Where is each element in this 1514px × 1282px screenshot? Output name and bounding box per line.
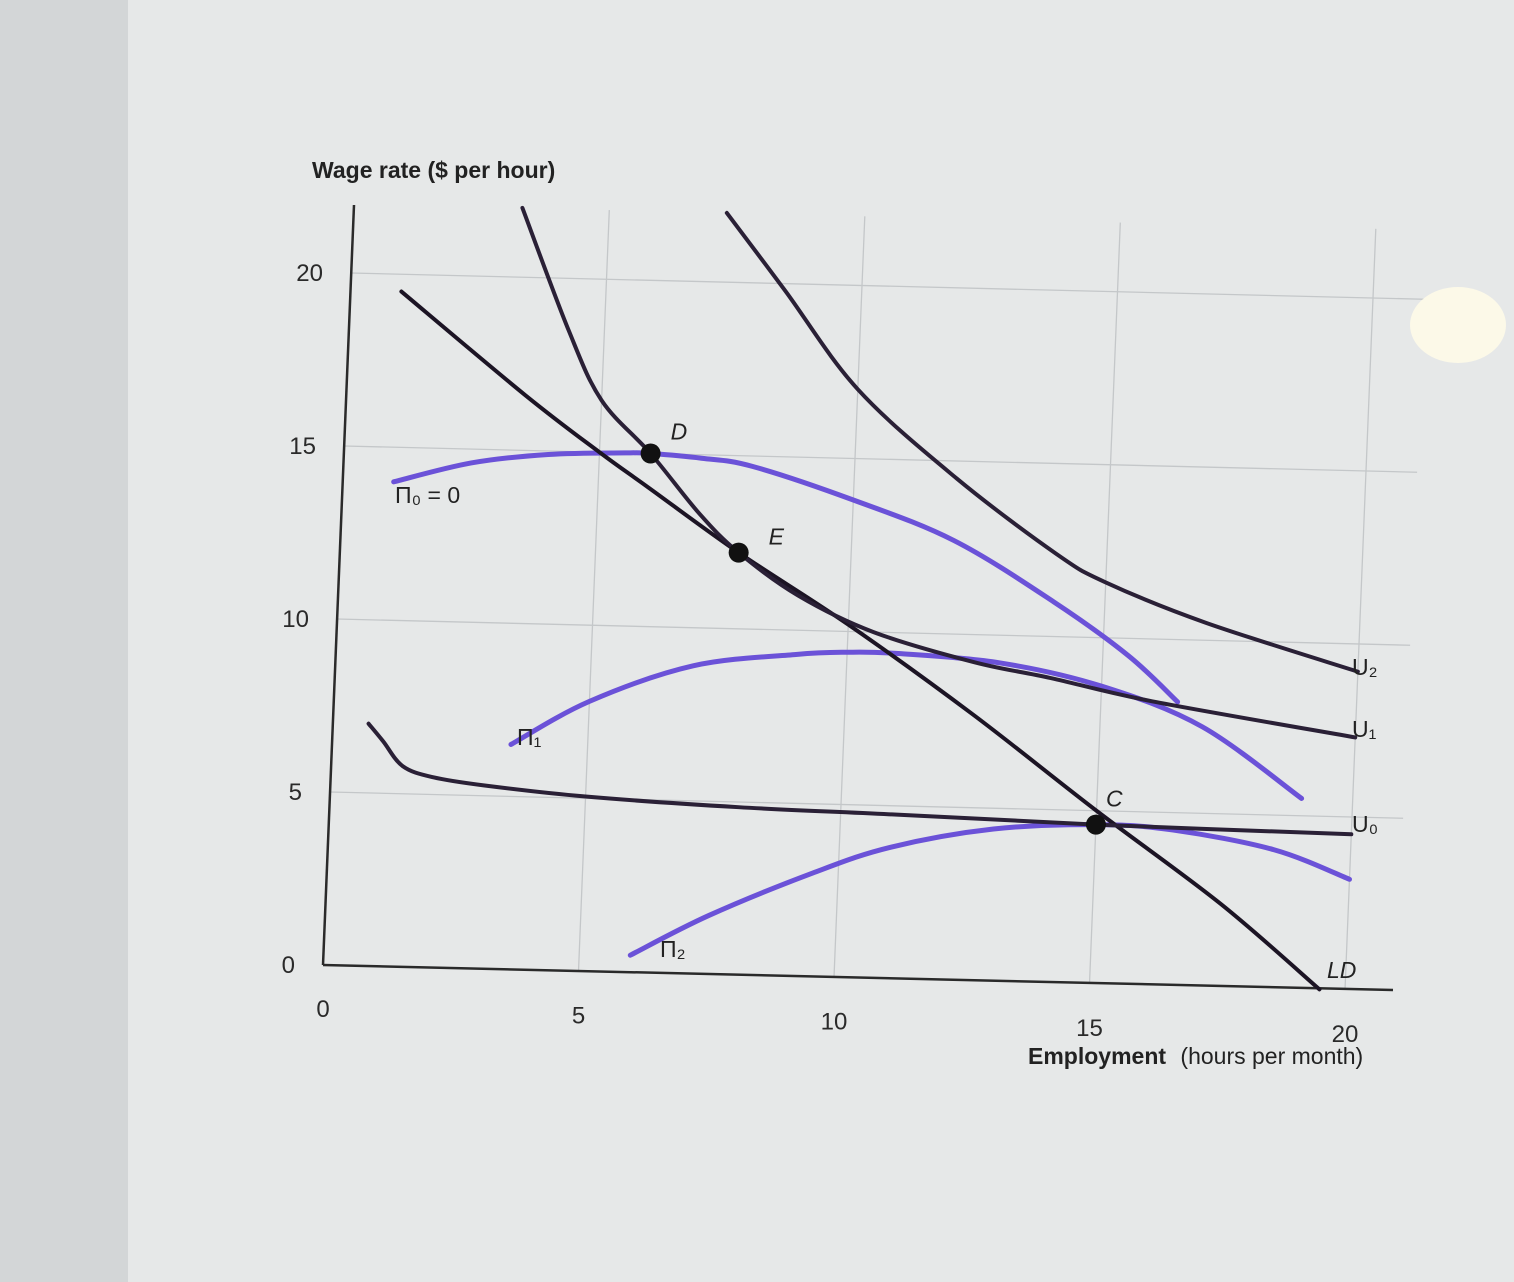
grid-line-y [329, 791, 1404, 819]
curve-label: Π₀ = 0 [395, 482, 460, 508]
y-tick-label: 20 [296, 260, 323, 287]
y-tick-labels: 0 5 10 15 20 [282, 260, 323, 979]
grid-line-x [833, 216, 866, 978]
grid-line-x [577, 210, 610, 972]
series-line-u₀ [366, 721, 1354, 837]
y-tick-label: 5 [289, 779, 302, 806]
y-axis-title: Wage rate ($ per hour) [312, 157, 555, 183]
point-label-c: C [1106, 786, 1123, 812]
point-e [728, 542, 749, 563]
x-axis-title-rest: (hours per month) [1180, 1043, 1363, 1069]
paper-sheet [128, 0, 1514, 1282]
curve-label: Π₁ [517, 724, 542, 750]
x-tick-label: 10 [821, 1009, 848, 1036]
curve-label: U₁ [1352, 716, 1377, 742]
axes [321, 204, 1394, 992]
y-tick-label: 0 [282, 952, 295, 979]
x-tick-label: 0 [316, 996, 329, 1023]
x-tick-label: 15 [1076, 1015, 1103, 1042]
series-lines [366, 205, 1360, 992]
series-line--₀-0 [391, 450, 1181, 705]
y-tick-label: 15 [289, 433, 316, 460]
curve-labels: U₂ U₁ U₀ LD Π₀ = 0 Π₁ Π₂ [395, 482, 1378, 983]
curve-label: U₂ [1352, 654, 1378, 680]
point-label-e: E [769, 524, 785, 550]
curve-label: LD [1327, 957, 1356, 983]
grid-line-x [1344, 228, 1377, 991]
x-tick-label: 5 [572, 1002, 585, 1029]
grid-line-y [350, 272, 1425, 300]
light-glare [1410, 287, 1506, 363]
grid-line-x [1088, 222, 1121, 984]
x-tick-label: 20 [1332, 1021, 1359, 1048]
x-axis [322, 963, 1394, 992]
point-label-d: D [671, 419, 688, 445]
y-tick-label: 10 [282, 606, 309, 633]
gridlines [329, 210, 1425, 991]
x-axis-title-bold: Employment [1028, 1043, 1166, 1069]
paper-shadow [0, 0, 128, 1282]
series-line-u₂ [724, 210, 1360, 674]
x-tick-labels: 0 5 10 15 20 [316, 996, 1358, 1048]
series-line-u₁ [520, 205, 1358, 740]
curve-label: Π₂ [660, 936, 686, 962]
point-d [640, 443, 661, 464]
point-c [1085, 814, 1106, 835]
y-axis [321, 204, 356, 966]
series-line--₂ [627, 822, 1352, 958]
grid-line-y [343, 445, 1418, 473]
equilibrium-points: D E C [640, 419, 1123, 835]
curve-label: U₀ [1352, 811, 1378, 837]
x-axis-title: Employment (hours per month) [1028, 1043, 1363, 1069]
